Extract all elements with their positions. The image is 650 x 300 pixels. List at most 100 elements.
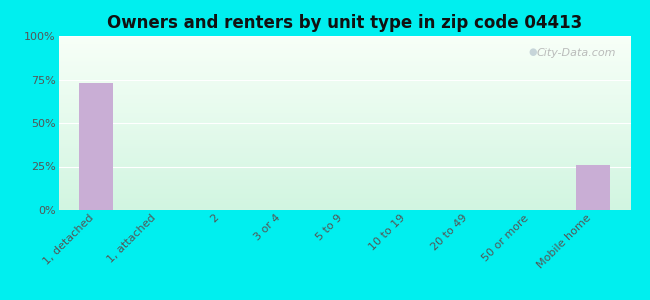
Bar	[58, 45, 630, 46]
Bar	[58, 180, 630, 181]
Bar	[58, 206, 630, 207]
Bar	[58, 65, 630, 66]
Bar	[58, 203, 630, 204]
Bar	[58, 100, 630, 101]
Bar	[58, 149, 630, 150]
Bar	[58, 51, 630, 52]
Bar	[58, 101, 630, 102]
Bar	[58, 166, 630, 167]
Bar	[58, 176, 630, 177]
Bar	[58, 54, 630, 55]
Bar	[58, 46, 630, 47]
Bar	[58, 55, 630, 56]
Bar	[58, 174, 630, 175]
Bar	[58, 151, 630, 152]
Bar	[58, 147, 630, 148]
Text: ●: ●	[528, 47, 537, 57]
Bar	[58, 85, 630, 86]
Bar	[58, 121, 630, 122]
Bar	[576, 165, 610, 210]
Bar	[58, 202, 630, 203]
Bar	[58, 88, 630, 89]
Bar	[58, 128, 630, 129]
Bar	[58, 186, 630, 187]
Bar	[58, 76, 630, 77]
Bar	[58, 94, 630, 95]
Bar	[58, 162, 630, 163]
Bar	[58, 91, 630, 92]
Bar	[58, 125, 630, 126]
Bar	[58, 205, 630, 206]
Bar	[58, 96, 630, 97]
Bar	[58, 120, 630, 121]
Bar	[58, 99, 630, 100]
Bar	[58, 97, 630, 98]
Bar	[58, 159, 630, 160]
Bar	[58, 142, 630, 143]
Bar	[58, 80, 630, 81]
Bar	[58, 72, 630, 73]
Bar	[58, 56, 630, 57]
Bar	[58, 100, 630, 101]
Bar	[58, 171, 630, 172]
Bar	[58, 48, 630, 49]
Bar	[58, 131, 630, 132]
Bar	[58, 61, 630, 62]
Bar	[58, 67, 630, 68]
Bar	[58, 82, 630, 83]
Bar	[58, 184, 630, 185]
Bar	[58, 181, 630, 182]
Bar	[58, 194, 630, 195]
Bar	[58, 168, 630, 169]
Bar	[58, 199, 630, 200]
Bar	[58, 116, 630, 117]
Bar	[58, 74, 630, 75]
Bar	[58, 172, 630, 173]
Bar	[58, 152, 630, 153]
Bar	[58, 201, 630, 202]
Bar	[58, 36, 630, 37]
Bar	[58, 138, 630, 139]
Bar	[58, 75, 630, 76]
Bar	[58, 92, 630, 93]
Bar	[58, 68, 630, 69]
Bar	[58, 134, 630, 135]
Bar	[58, 60, 630, 61]
Bar	[58, 143, 630, 144]
Bar	[58, 193, 630, 194]
Bar	[58, 150, 630, 151]
Bar	[58, 83, 630, 84]
Bar	[58, 144, 630, 145]
Bar	[58, 39, 630, 40]
Bar	[58, 114, 630, 115]
Bar	[58, 130, 630, 131]
Bar	[58, 200, 630, 201]
Bar	[58, 182, 630, 183]
Bar	[58, 191, 630, 192]
Bar	[58, 148, 630, 149]
Bar	[58, 107, 630, 108]
Bar	[58, 141, 630, 142]
Bar	[58, 170, 630, 171]
Bar	[58, 93, 630, 94]
Bar	[58, 153, 630, 154]
Bar	[58, 140, 630, 141]
Bar	[58, 89, 630, 90]
Bar	[58, 122, 630, 123]
Bar	[58, 47, 630, 48]
Bar	[58, 155, 630, 156]
Bar	[58, 160, 630, 161]
Bar	[58, 139, 630, 140]
Bar	[58, 69, 630, 70]
Bar	[58, 208, 630, 209]
Bar	[58, 50, 630, 51]
Bar	[58, 109, 630, 110]
Text: City-Data.com: City-Data.com	[537, 48, 616, 58]
Bar	[79, 83, 113, 210]
Bar	[58, 183, 630, 184]
Bar	[58, 126, 630, 127]
Bar	[58, 103, 630, 104]
Bar	[58, 127, 630, 128]
Bar	[58, 204, 630, 205]
Bar	[58, 86, 630, 87]
